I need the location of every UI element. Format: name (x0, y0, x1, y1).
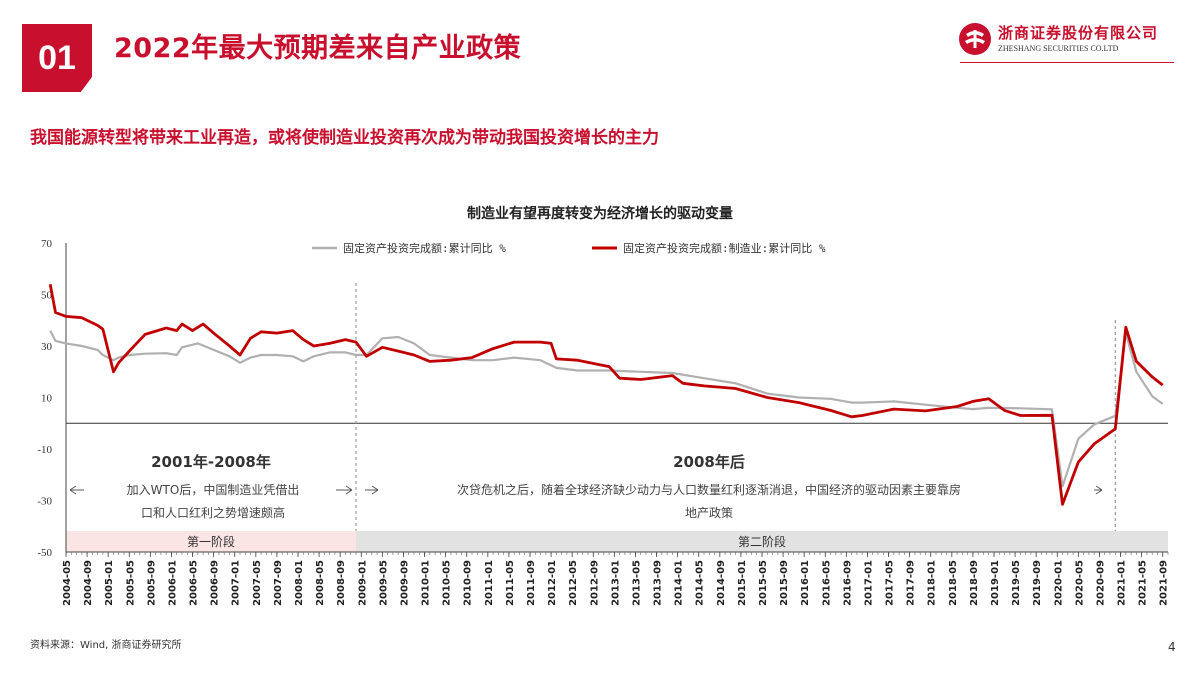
x-tick-label: 2021-01 (1117, 560, 1128, 606)
x-tick-label: 2020-01 (1053, 560, 1064, 606)
period2-title: 2008年后 (673, 453, 745, 471)
slide-subtitle: 我国能源转型将带来工业再造，或将使制造业投资再次成为带动我国投资增长的主力 (30, 128, 659, 148)
logo-company-name-en: ZHESHANG SECURITIES CO.LTD (998, 43, 1119, 53)
series-line-1 (49, 330, 1164, 488)
y-tick-label: 70 (41, 238, 53, 250)
stage2-band (356, 531, 1168, 552)
x-tick-label: 2008-09 (336, 560, 347, 606)
stage2-label: 第二阶段 (738, 534, 786, 549)
x-tick-label: 2018-05 (948, 560, 959, 606)
stage1-band (66, 531, 356, 552)
period1-title: 2001年-2008年 (151, 453, 271, 471)
period1-arrow-right-head (345, 485, 353, 495)
x-tick-label: 2005-01 (104, 560, 115, 606)
x-tick-label: 2004-05 (62, 560, 73, 606)
x-tick-label: 2017-01 (863, 560, 874, 606)
x-tick-label: 2005-09 (146, 560, 157, 606)
x-tick-label: 2011-01 (484, 560, 495, 606)
page-title: 2022年最大预期差来自产业政策 (114, 33, 522, 64)
x-tick-label: 2008-01 (294, 560, 305, 606)
period1-arrow-left-head (69, 485, 77, 495)
y-tick-label: -10 (37, 444, 52, 456)
x-tick-label: 2014-05 (695, 560, 706, 606)
y-tick-label: 30 (41, 341, 53, 353)
x-tick-label: 2009-09 (399, 560, 410, 606)
x-tick-label: 2019-09 (1032, 560, 1043, 606)
x-tick-label: 2010-01 (421, 560, 432, 606)
investment-growth-chart: 第一阶段 第二阶段 70 50 30 10 -10 -30 -50 2004-05 2004-09 2… (37, 238, 1170, 606)
x-tick-label: 2010-05 (442, 560, 453, 606)
y-tick-label: -30 (37, 496, 52, 508)
x-tick-label: 2014-01 (674, 560, 685, 606)
x-tick-label: 2010-09 (463, 560, 474, 606)
x-tick-label: 2020-05 (1074, 560, 1085, 606)
x-tick-label: 2016-01 (800, 560, 811, 606)
x-tick-label: 2021-09 (1159, 560, 1170, 606)
x-tick-label: 2012-09 (589, 560, 600, 606)
x-tick-label: 2013-09 (653, 560, 664, 606)
x-tick-label: 2009-05 (378, 560, 389, 606)
x-tick-label: 2007-01 (231, 560, 242, 606)
x-tick-label: 2018-01 (927, 560, 938, 606)
x-tick-label: 2020-09 (1095, 560, 1106, 606)
x-tick-label: 2009-01 (357, 560, 368, 606)
x-tick-label: 2014-09 (716, 560, 727, 606)
legend-label-1: 固定资产投资完成额:累计同比 % (343, 241, 506, 255)
y-tick-label: -50 (37, 547, 52, 559)
x-tick-label: 2012-05 (568, 560, 579, 606)
x-tick-label: 2018-09 (969, 560, 980, 606)
x-tick-label: 2011-05 (505, 560, 516, 606)
x-tick-label: 2006-05 (189, 560, 200, 606)
period2-text-line2: 地产政策 (685, 506, 733, 520)
section-number-badge: 01 (22, 24, 92, 92)
x-tick-label: 2019-05 (1011, 560, 1022, 606)
x-tick-label: 2005-05 (125, 560, 136, 606)
x-tick-label: 2016-09 (842, 560, 853, 606)
x-tick-label: 2015-05 (758, 560, 769, 606)
zheshang-logo-icon (959, 23, 991, 55)
x-tick-label: 2016-05 (821, 560, 832, 606)
series-line-2 (48, 283, 1164, 506)
x-tick-label: 2006-01 (167, 560, 178, 606)
x-tick-label: 2004-09 (83, 560, 94, 606)
y-tick-label: 50 (41, 290, 53, 302)
chart-title: 制造业有望再度转变为经济增长的驱动变量 (467, 206, 733, 222)
x-tick-label: 2007-05 (252, 560, 263, 606)
y-tick-label: 10 (41, 393, 53, 405)
x-tick-label: 2006-09 (210, 560, 221, 606)
x-tick-label: 2015-01 (737, 560, 748, 606)
period2-arrow-right-head (371, 485, 379, 495)
x-tick-label: 2021-05 (1138, 560, 1149, 606)
x-tick-label: 2015-09 (779, 560, 790, 606)
x-tick-label: 2013-05 (631, 560, 642, 606)
source-note: 资料来源：Wind, 浙商证券研究所 (30, 640, 182, 651)
x-tick-label: 2007-09 (273, 560, 284, 606)
x-tick-label: 2013-01 (610, 560, 621, 606)
x-tick-label: 2019-01 (990, 560, 1001, 606)
period1-text-line1: 加入WTO后，中国制造业凭借出 (127, 482, 300, 497)
x-tick-label: 2012-01 (547, 560, 558, 606)
x-tick-label: 2017-09 (906, 560, 917, 606)
stage1-label: 第一阶段 (187, 534, 235, 549)
logo-underline (960, 62, 1174, 63)
logo-company-name-cn: 浙商证券股份有限公司 (998, 23, 1159, 42)
x-tick-label: 2011-09 (526, 560, 537, 606)
company-logo: 浙商证券股份有限公司 ZHESHANG SECURITIES CO.LTD (958, 18, 1184, 60)
legend-label-2: 固定资产投资完成额:制造业:累计同比 % (623, 241, 826, 255)
x-tick-label: 2008-05 (315, 560, 326, 606)
period2-arrow-end-head (1095, 485, 1103, 495)
period2-text-line1: 次贷危机之后，随着全球经济缺少动力与人口数量红利逐渐消退，中国经济的驱动因素主要… (457, 482, 961, 497)
x-tick-label: 2017-05 (885, 560, 896, 606)
period1-text-line2: 口和人口红利之势增速颇高 (141, 505, 285, 520)
page-number: 4 (1168, 640, 1176, 654)
